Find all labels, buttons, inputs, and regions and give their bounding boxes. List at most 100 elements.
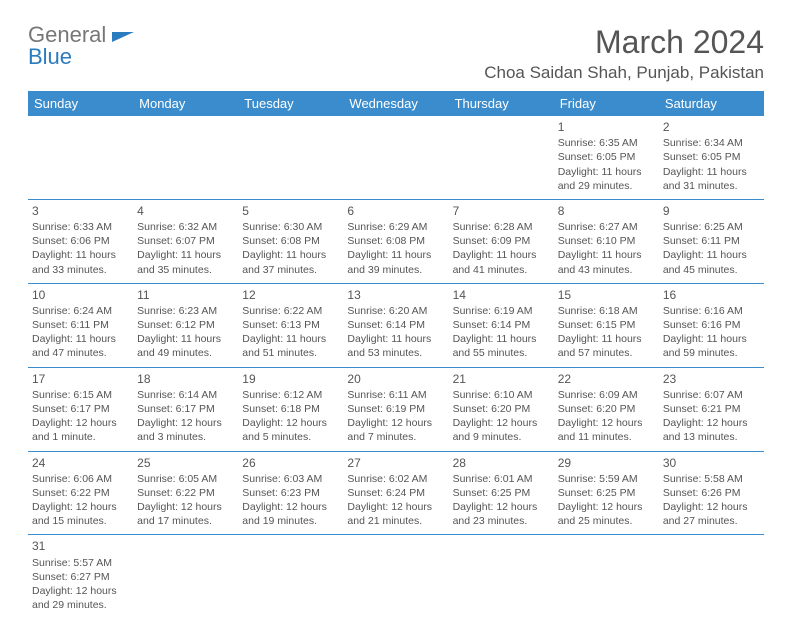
calendar-week-row: 24Sunrise: 6:06 AMSunset: 6:22 PMDayligh… — [28, 451, 764, 535]
logo: General Blue — [28, 24, 134, 68]
calendar-day-cell: 24Sunrise: 6:06 AMSunset: 6:22 PMDayligh… — [28, 451, 133, 535]
sunset-text: Sunset: 6:13 PM — [242, 318, 339, 332]
sunset-text: Sunset: 6:17 PM — [137, 402, 234, 416]
sunrise-text: Sunrise: 5:57 AM — [32, 556, 129, 570]
daylight-text: Daylight: 12 hours and 23 minutes. — [453, 500, 550, 528]
sunrise-text: Sunrise: 6:06 AM — [32, 472, 129, 486]
sunrise-text: Sunrise: 6:15 AM — [32, 388, 129, 402]
daylight-text: Daylight: 12 hours and 1 minute. — [32, 416, 129, 444]
sunrise-text: Sunrise: 6:30 AM — [242, 220, 339, 234]
calendar-day-cell: 6Sunrise: 6:29 AMSunset: 6:08 PMDaylight… — [343, 199, 448, 283]
daylight-text: Daylight: 12 hours and 11 minutes. — [558, 416, 655, 444]
sunset-text: Sunset: 6:25 PM — [453, 486, 550, 500]
sunset-text: Sunset: 6:25 PM — [558, 486, 655, 500]
sunset-text: Sunset: 6:10 PM — [558, 234, 655, 248]
calendar-week-row: 10Sunrise: 6:24 AMSunset: 6:11 PMDayligh… — [28, 283, 764, 367]
logo-part2: Blue — [28, 44, 72, 69]
day-number: 5 — [242, 203, 339, 219]
sunrise-text: Sunrise: 6:02 AM — [347, 472, 444, 486]
day-number: 7 — [453, 203, 550, 219]
day-number: 16 — [663, 287, 760, 303]
flag-icon — [112, 31, 134, 54]
daylight-text: Daylight: 12 hours and 21 minutes. — [347, 500, 444, 528]
calendar-day-cell: 12Sunrise: 6:22 AMSunset: 6:13 PMDayligh… — [238, 283, 343, 367]
daylight-text: Daylight: 11 hours and 47 minutes. — [32, 332, 129, 360]
sunset-text: Sunset: 6:21 PM — [663, 402, 760, 416]
daylight-text: Daylight: 12 hours and 9 minutes. — [453, 416, 550, 444]
sunset-text: Sunset: 6:15 PM — [558, 318, 655, 332]
day-number: 2 — [663, 119, 760, 135]
calendar-day-cell: 1Sunrise: 6:35 AMSunset: 6:05 PMDaylight… — [554, 116, 659, 199]
sunrise-text: Sunrise: 6:33 AM — [32, 220, 129, 234]
daylight-text: Daylight: 11 hours and 39 minutes. — [347, 248, 444, 276]
header: General Blue March 2024 Choa Saidan Shah… — [28, 24, 764, 83]
weekday-header: Friday — [554, 91, 659, 116]
calendar-body: 1Sunrise: 6:35 AMSunset: 6:05 PMDaylight… — [28, 116, 764, 618]
day-number: 11 — [137, 287, 234, 303]
daylight-text: Daylight: 12 hours and 7 minutes. — [347, 416, 444, 444]
sunset-text: Sunset: 6:05 PM — [558, 150, 655, 164]
calendar-day-cell: 10Sunrise: 6:24 AMSunset: 6:11 PMDayligh… — [28, 283, 133, 367]
daylight-text: Daylight: 12 hours and 3 minutes. — [137, 416, 234, 444]
weekday-header: Monday — [133, 91, 238, 116]
calendar-day-cell — [659, 535, 764, 618]
sunset-text: Sunset: 6:20 PM — [453, 402, 550, 416]
sunrise-text: Sunrise: 6:22 AM — [242, 304, 339, 318]
calendar-day-cell — [343, 535, 448, 618]
calendar-day-cell: 19Sunrise: 6:12 AMSunset: 6:18 PMDayligh… — [238, 367, 343, 451]
weekday-header: Wednesday — [343, 91, 448, 116]
calendar-day-cell: 29Sunrise: 5:59 AMSunset: 6:25 PMDayligh… — [554, 451, 659, 535]
sunrise-text: Sunrise: 6:35 AM — [558, 136, 655, 150]
daylight-text: Daylight: 11 hours and 59 minutes. — [663, 332, 760, 360]
day-number: 22 — [558, 371, 655, 387]
sunset-text: Sunset: 6:08 PM — [242, 234, 339, 248]
day-number: 4 — [137, 203, 234, 219]
daylight-text: Daylight: 11 hours and 53 minutes. — [347, 332, 444, 360]
sunset-text: Sunset: 6:07 PM — [137, 234, 234, 248]
day-number: 6 — [347, 203, 444, 219]
sunset-text: Sunset: 6:14 PM — [347, 318, 444, 332]
sunset-text: Sunset: 6:19 PM — [347, 402, 444, 416]
daylight-text: Daylight: 11 hours and 57 minutes. — [558, 332, 655, 360]
calendar-table: SundayMondayTuesdayWednesdayThursdayFrid… — [28, 91, 764, 618]
sunset-text: Sunset: 6:12 PM — [137, 318, 234, 332]
sunset-text: Sunset: 6:14 PM — [453, 318, 550, 332]
calendar-day-cell: 11Sunrise: 6:23 AMSunset: 6:12 PMDayligh… — [133, 283, 238, 367]
calendar-day-cell: 16Sunrise: 6:16 AMSunset: 6:16 PMDayligh… — [659, 283, 764, 367]
sunrise-text: Sunrise: 6:27 AM — [558, 220, 655, 234]
day-number: 31 — [32, 538, 129, 554]
sunrise-text: Sunrise: 6:24 AM — [32, 304, 129, 318]
sunrise-text: Sunrise: 6:18 AM — [558, 304, 655, 318]
sunrise-text: Sunrise: 6:32 AM — [137, 220, 234, 234]
sunset-text: Sunset: 6:17 PM — [32, 402, 129, 416]
sunrise-text: Sunrise: 5:59 AM — [558, 472, 655, 486]
daylight-text: Daylight: 11 hours and 29 minutes. — [558, 165, 655, 193]
calendar-day-cell: 15Sunrise: 6:18 AMSunset: 6:15 PMDayligh… — [554, 283, 659, 367]
calendar-day-cell — [238, 535, 343, 618]
day-number: 3 — [32, 203, 129, 219]
calendar-day-cell: 5Sunrise: 6:30 AMSunset: 6:08 PMDaylight… — [238, 199, 343, 283]
sunset-text: Sunset: 6:22 PM — [32, 486, 129, 500]
sunset-text: Sunset: 6:23 PM — [242, 486, 339, 500]
sunset-text: Sunset: 6:09 PM — [453, 234, 550, 248]
weekday-header: Saturday — [659, 91, 764, 116]
day-number: 14 — [453, 287, 550, 303]
sunrise-text: Sunrise: 6:25 AM — [663, 220, 760, 234]
sunrise-text: Sunrise: 6:23 AM — [137, 304, 234, 318]
sunset-text: Sunset: 6:05 PM — [663, 150, 760, 164]
day-number: 21 — [453, 371, 550, 387]
sunrise-text: Sunrise: 6:16 AM — [663, 304, 760, 318]
title-block: March 2024 Choa Saidan Shah, Punjab, Pak… — [484, 24, 764, 83]
daylight-text: Daylight: 11 hours and 33 minutes. — [32, 248, 129, 276]
calendar-day-cell: 2Sunrise: 6:34 AMSunset: 6:05 PMDaylight… — [659, 116, 764, 199]
sunrise-text: Sunrise: 6:14 AM — [137, 388, 234, 402]
calendar-week-row: 31Sunrise: 5:57 AMSunset: 6:27 PMDayligh… — [28, 535, 764, 618]
calendar-day-cell: 20Sunrise: 6:11 AMSunset: 6:19 PMDayligh… — [343, 367, 448, 451]
calendar-day-cell: 27Sunrise: 6:02 AMSunset: 6:24 PMDayligh… — [343, 451, 448, 535]
sunrise-text: Sunrise: 6:20 AM — [347, 304, 444, 318]
calendar-day-cell: 13Sunrise: 6:20 AMSunset: 6:14 PMDayligh… — [343, 283, 448, 367]
daylight-text: Daylight: 12 hours and 27 minutes. — [663, 500, 760, 528]
calendar-day-cell — [133, 116, 238, 199]
sunrise-text: Sunrise: 6:12 AM — [242, 388, 339, 402]
calendar-day-cell — [343, 116, 448, 199]
